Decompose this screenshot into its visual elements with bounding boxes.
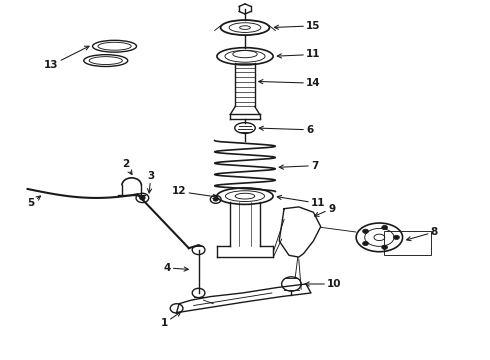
Text: 15: 15 [274,21,320,31]
Text: 11: 11 [277,195,325,208]
Text: 7: 7 [279,161,318,171]
Text: 5: 5 [27,196,41,208]
Text: 6: 6 [259,125,313,135]
Text: 11: 11 [277,49,320,59]
Circle shape [363,241,368,246]
Text: 9: 9 [315,204,335,216]
Text: 12: 12 [172,186,217,198]
Text: 13: 13 [44,46,89,70]
Text: 1: 1 [161,312,181,328]
Circle shape [140,196,145,200]
Circle shape [382,225,388,230]
Bar [384,231,431,255]
Text: 14: 14 [259,78,320,88]
Circle shape [363,229,368,233]
Circle shape [382,245,388,249]
Text: 4: 4 [163,263,188,273]
Circle shape [393,235,399,239]
Text: 10: 10 [305,279,342,289]
Text: 8: 8 [407,227,438,241]
Text: 2: 2 [122,159,132,175]
Circle shape [213,198,218,201]
Text: 3: 3 [147,171,154,193]
